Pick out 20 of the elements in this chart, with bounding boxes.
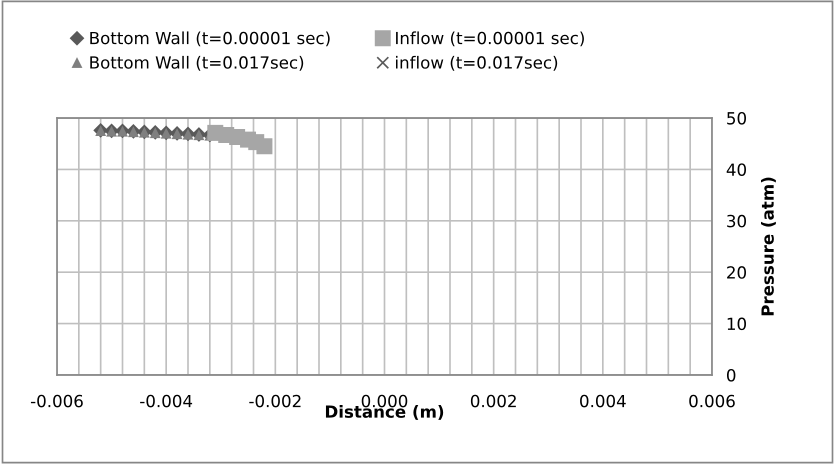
y-tick-label: 50 <box>727 112 746 125</box>
legend-label: Inflow (t=0.00001 sec) <box>396 31 584 46</box>
x-tick-label: -0.006 <box>30 394 83 408</box>
x-tick-label: 0.002 <box>470 394 516 408</box>
y-tick-label: 0 <box>726 368 736 382</box>
x-axis-title: Distance (m) <box>326 405 444 420</box>
x-tick-label: -0.002 <box>249 394 301 408</box>
y-axis-title: Pressure (atm) <box>761 178 776 316</box>
y-tick-label: 10 <box>728 318 746 330</box>
point <box>256 138 272 154</box>
x-tick-label: -0.004 <box>140 394 192 408</box>
x-tick-label: 0.006 <box>689 394 735 408</box>
y-tick-label: 30 <box>727 214 746 228</box>
legend-label: Bottom Wall (t=0.00001 sec) <box>90 31 330 46</box>
legend-label: Bottom Wall (t=0.017sec) <box>90 56 304 71</box>
x-tick-label: 0.004 <box>580 394 626 408</box>
x-tick-label: 0.000 <box>362 394 408 408</box>
y-tick-label: 40 <box>726 163 746 176</box>
y-tick-label: 20 <box>727 266 746 279</box>
legend-label: inflow (t=0.017sec) <box>396 56 558 71</box>
